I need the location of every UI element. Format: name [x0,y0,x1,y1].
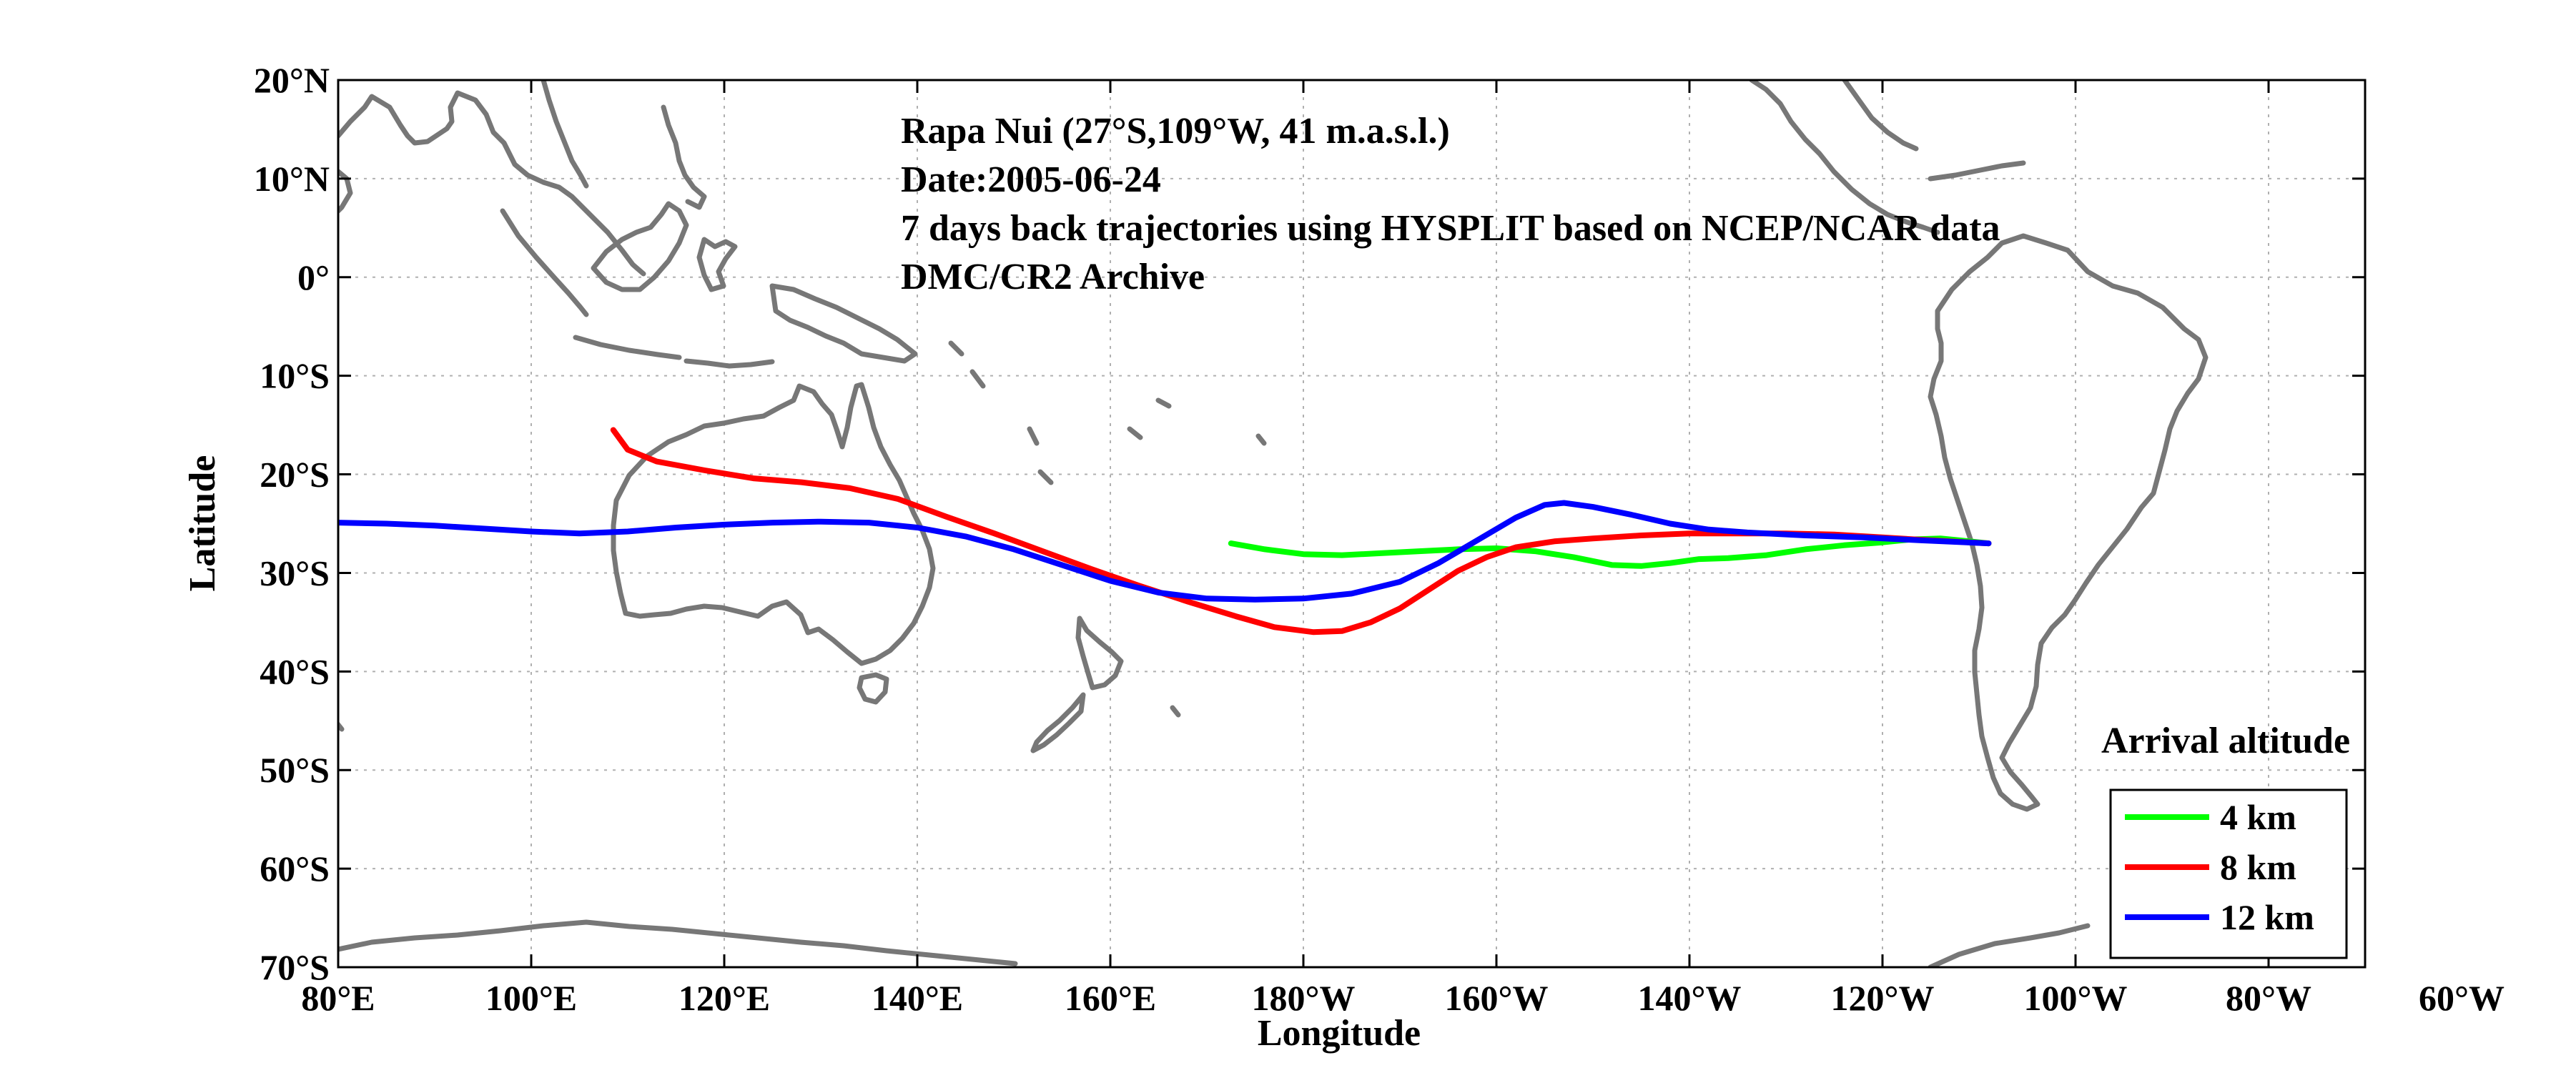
x-tick-label-1: 100°E [485,978,577,1018]
axes-frame [337,79,2367,969]
coastline-new-zealand-north [1075,615,1124,691]
legend-label-0: 4 km [2220,797,2296,837]
coastline-caribbean [1928,160,2026,182]
coastline-new-guinea [769,283,918,364]
x-tick-label-3: 140°E [872,978,963,1018]
axis-ticks: 80°E 100°E 120°E 140°E 160°E 180°W 160°W 140°W 1… [254,60,2505,1018]
x-tick-label-8: 120°W [1831,978,1935,1018]
coastline-java [573,335,682,360]
y-tick-label-9: 70°S [260,947,330,987]
coastline-antarctica-east [1928,923,2091,967]
annotation-station: Rapa Nui (27°S,109°W, 41 m.a.s.l.) [901,111,1450,152]
x-axis-label: Longitude [1258,1013,1421,1054]
grid [338,80,2365,967]
coastline-south-america [1928,233,2209,812]
annotation-archive: DMC/CR2 Archive [901,257,1205,297]
coastline-tasmania [857,672,889,705]
y-tick-label-3: 10°S [260,356,330,396]
x-tick-label-0: 80°E [301,978,375,1018]
x-tick-label-4: 160°E [1065,978,1156,1018]
x-tick-label-10: 80°W [2226,978,2311,1018]
coastline-new-zealand-south [1030,692,1086,753]
coastline-sulawesi [696,237,738,292]
legend-label-2: 12 km [2220,897,2314,937]
trajectories [338,427,1992,636]
y-tick-label-6: 40°S [260,651,330,691]
annotation-method: 7 days back trajectories using HYSPLIT b… [901,208,2000,249]
legend-title: Arrival altitude [2101,721,2350,761]
y-tick-label-5: 30°S [260,553,330,593]
coastline-antarctica-west [338,919,1018,966]
legend: Arrival altitude 4 km 8 km 12 km [2101,721,2350,959]
coastline-north-america-east [1842,80,1919,152]
legend-label-1: 8 km [2220,847,2296,887]
x-tick-label-7: 140°W [1638,978,1742,1018]
coastline-lesser-sunda [684,358,775,369]
x-tick-label-11: 60°W [2419,978,2505,1018]
trajectory-8-km [610,427,1992,636]
y-tick-label-8: 60°S [260,849,330,889]
y-tick-label-0: 20°N [254,60,330,100]
x-tick-label-2: 120°E [678,978,770,1018]
plot-area [338,80,2365,967]
legend-entries: 4 km 8 km 12 km [2125,797,2314,937]
annotation-block: Rapa Nui (27°S,109°W, 41 m.a.s.l.) Date:… [901,111,2000,297]
y-tick-label-4: 20°S [260,455,330,495]
coastline-borneo [591,201,689,292]
trajectory-12-km [338,500,1992,603]
coastline-central-america [1749,80,1940,235]
x-tick-label-9: 100°W [2024,978,2128,1018]
coastline-philippines [661,104,707,210]
coastline-sumatra [500,208,589,317]
x-tick-label-6: 160°W [1445,978,1549,1018]
coastline-asia-east [541,80,589,189]
coastline-india-tip [338,169,353,214]
y-tick-label-1: 10°N [254,159,330,199]
annotation-date: Date:2005-06-24 [901,159,1161,200]
x-tick-label-5: 180°W [1252,978,1356,1018]
coastline-asia [338,90,646,277]
y-axis-label: Latitude [182,455,223,592]
y-tick-label-2: 0° [297,257,330,297]
y-tick-label-7: 50°S [260,750,330,790]
